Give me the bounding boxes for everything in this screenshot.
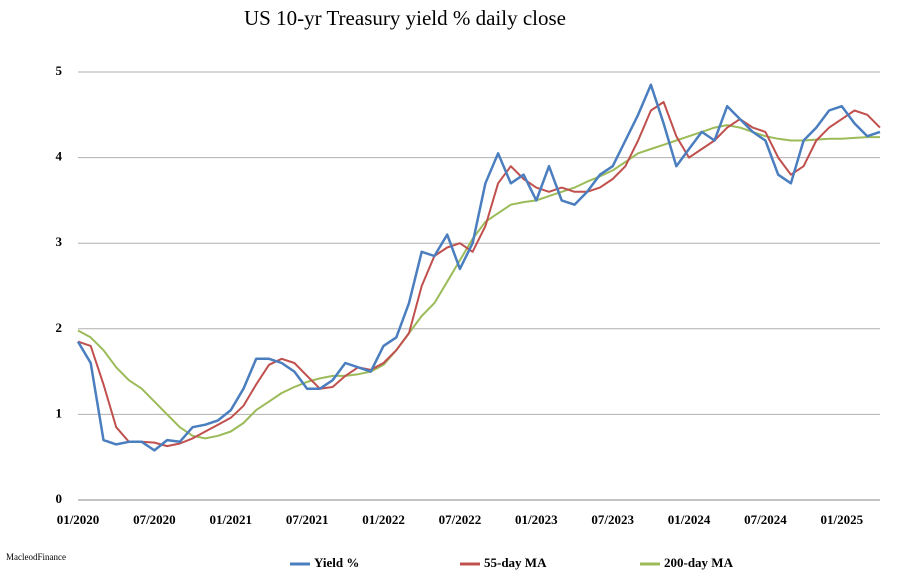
x-tick-label: 07/2024 (744, 512, 787, 527)
x-tick-label: 01/2022 (362, 512, 405, 527)
legend-label: 200-day MA (664, 555, 734, 570)
x-tick-label: 01/2021 (209, 512, 252, 527)
y-tick-label: 5 (56, 63, 63, 78)
legend-label: Yield % (314, 555, 359, 570)
x-tick-label: 01/2020 (57, 512, 100, 527)
y-tick-label: 4 (56, 149, 63, 164)
y-tick-label: 0 (56, 491, 63, 506)
x-tick-label: 07/2021 (286, 512, 329, 527)
series-line (77, 124, 880, 440)
y-tick-label: 3 (56, 234, 63, 249)
y-tick-label: 2 (56, 320, 63, 335)
x-tick-label: 07/2023 (591, 512, 634, 527)
x-tick-label: 01/2025 (820, 512, 863, 527)
x-tick-label: 07/2022 (439, 512, 482, 527)
chart-title: US 10-yr Treasury yield % daily close (244, 6, 566, 30)
series-line (76, 83, 881, 452)
series-line (77, 101, 881, 448)
source: MacleodFinance (6, 552, 66, 562)
x-tick-label: 01/2024 (668, 512, 711, 527)
legend-label: 55-day MA (484, 555, 547, 570)
x-tick-label: 01/2023 (515, 512, 558, 527)
y-tick-label: 1 (56, 405, 63, 420)
x-tick-label: 07/2020 (133, 512, 176, 527)
